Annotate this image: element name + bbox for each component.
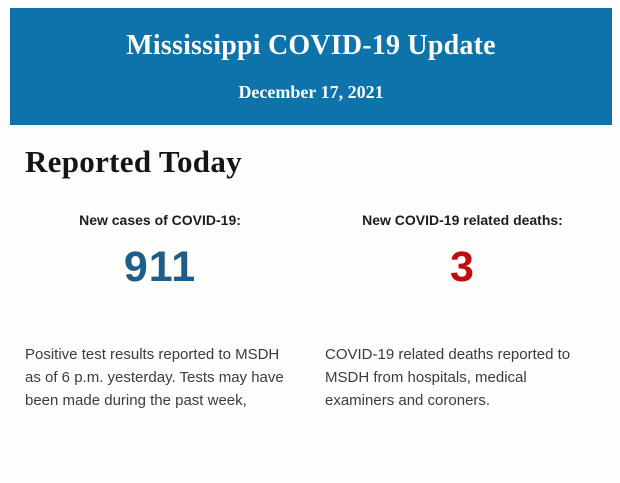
stat-new-cases: New cases of COVID-19: 911 Positive test… bbox=[25, 212, 295, 412]
new-cases-value: 911 bbox=[123, 243, 197, 291]
section-heading: Reported Today bbox=[25, 144, 242, 179]
new-deaths-value: 3 bbox=[450, 243, 475, 291]
new-cases-label: New cases of COVID-19: bbox=[79, 212, 241, 228]
new-deaths-description: COVID-19 related deaths reported to MSDH… bbox=[325, 346, 571, 409]
stat-new-deaths: New COVID-19 related deaths: 3 COVID-19 … bbox=[325, 212, 600, 412]
new-cases-description: Positive test results reported to MSDH a… bbox=[25, 346, 284, 409]
content-area: Reported Today New cases of COVID-19: 91… bbox=[25, 125, 600, 412]
header-banner: Mississippi COVID-19 Update December 17,… bbox=[10, 8, 612, 125]
report-date: December 17, 2021 bbox=[238, 82, 384, 102]
page-title: Mississippi COVID-19 Update bbox=[126, 30, 496, 61]
new-deaths-label: New COVID-19 related deaths: bbox=[362, 212, 563, 228]
stats-row: New cases of COVID-19: 911 Positive test… bbox=[25, 212, 600, 412]
